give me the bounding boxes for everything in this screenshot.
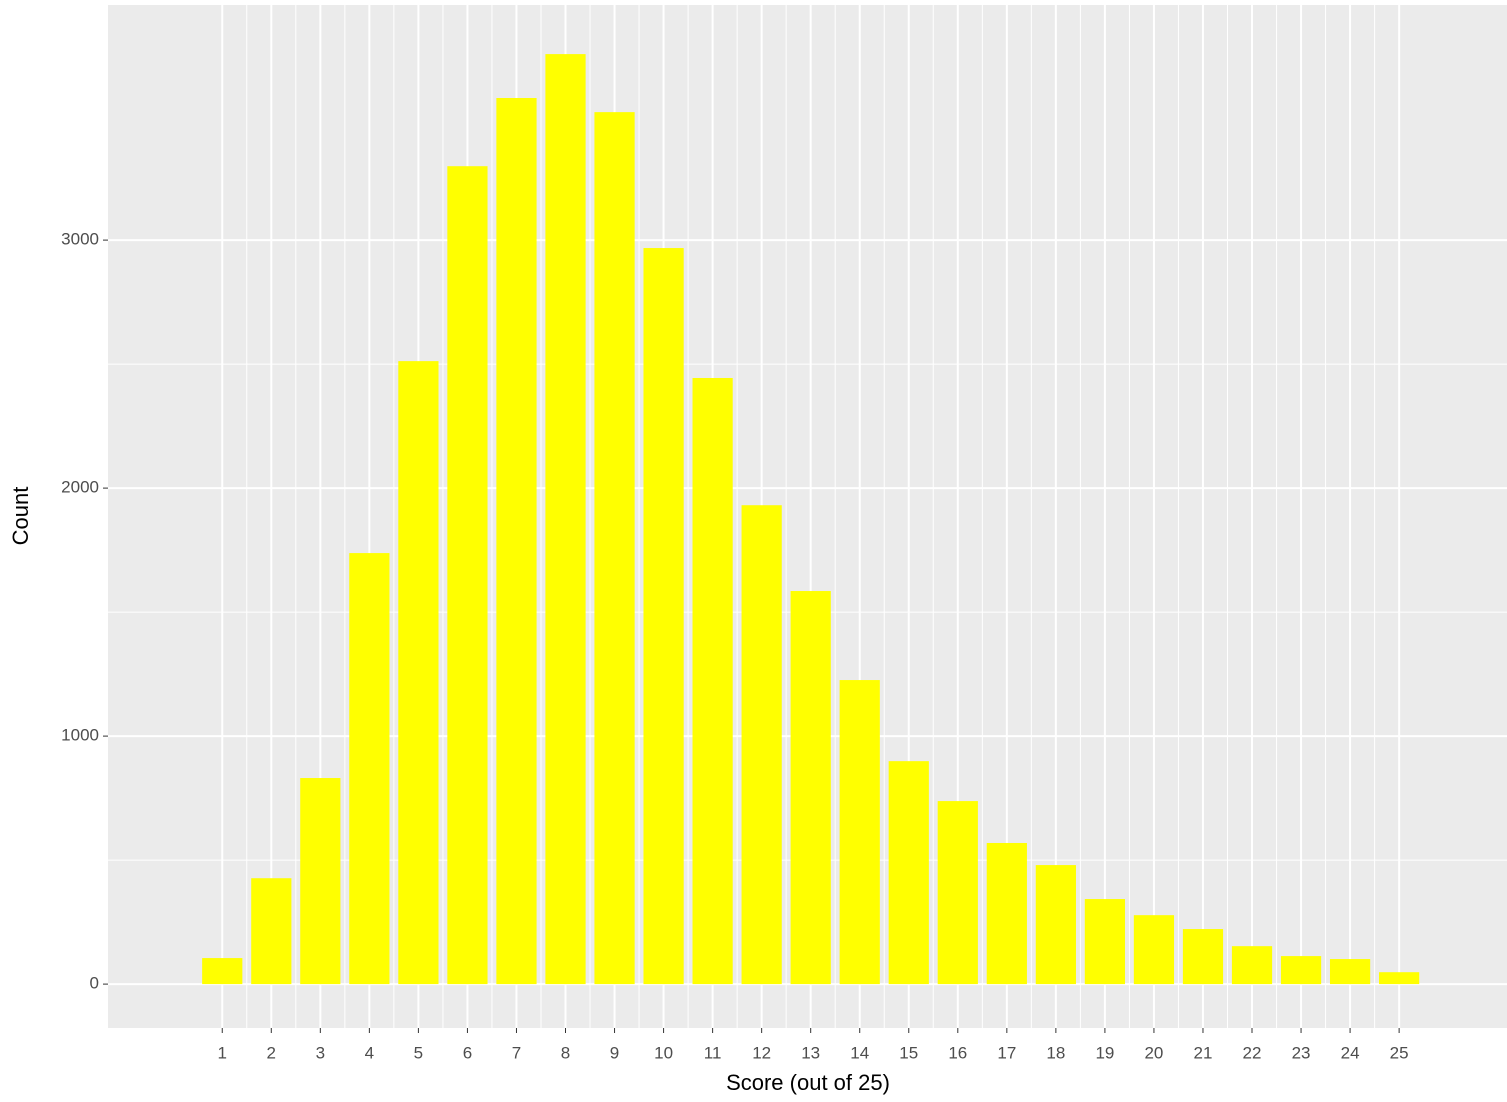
bar — [839, 680, 880, 985]
bar — [202, 958, 243, 985]
bar — [643, 248, 684, 985]
x-tick-label: 20 — [1144, 1043, 1163, 1062]
x-tick-label: 3 — [316, 1043, 325, 1062]
x-tick-label: 24 — [1341, 1043, 1360, 1062]
x-tick-label: 9 — [610, 1043, 619, 1062]
x-tick-label: 14 — [850, 1043, 869, 1062]
x-tick-label: 1 — [218, 1043, 227, 1062]
bar — [496, 98, 537, 985]
x-tick-label: 5 — [414, 1043, 423, 1062]
y-tick-label: 3000 — [61, 230, 99, 249]
x-tick-label: 16 — [948, 1043, 967, 1062]
bar — [888, 761, 929, 985]
bar — [349, 553, 390, 985]
x-tick-label: 13 — [801, 1043, 820, 1062]
bar — [790, 591, 831, 985]
bar — [1329, 959, 1371, 985]
x-tick-label: 19 — [1095, 1043, 1114, 1062]
bar — [447, 166, 488, 985]
bar — [251, 878, 292, 985]
x-tick-label: 4 — [365, 1043, 374, 1062]
bar — [1280, 956, 1322, 985]
y-tick-label: 1000 — [61, 726, 99, 745]
bar — [1379, 972, 1420, 985]
bar — [1182, 929, 1224, 985]
bar — [937, 801, 978, 985]
bar — [300, 778, 341, 985]
bar — [594, 112, 635, 985]
bar — [741, 505, 782, 985]
x-tick-label: 17 — [997, 1043, 1016, 1062]
bar — [1231, 946, 1273, 985]
x-tick-label: 8 — [561, 1043, 570, 1062]
x-tick-label: 25 — [1390, 1043, 1409, 1062]
x-tick-label: 11 — [704, 1043, 722, 1062]
y-axis-title: Count — [8, 487, 33, 546]
x-tick-label: 23 — [1292, 1043, 1311, 1062]
x-tick-label: 10 — [654, 1043, 673, 1062]
bar — [1084, 899, 1126, 985]
x-tick-label: 15 — [899, 1043, 918, 1062]
bar — [398, 361, 439, 985]
bar — [545, 54, 586, 985]
x-tick-label: 21 — [1194, 1043, 1213, 1062]
x-axis-title: Score (out of 25) — [726, 1070, 890, 1095]
bar — [986, 842, 1027, 985]
bar — [1133, 915, 1175, 985]
x-tick-label: 7 — [512, 1043, 521, 1062]
x-tick-label: 6 — [463, 1043, 472, 1062]
x-tick-label: 2 — [267, 1043, 276, 1062]
y-tick-label: 2000 — [61, 478, 99, 497]
bar — [692, 377, 733, 985]
x-tick-label: 12 — [752, 1043, 771, 1062]
x-tick-label: 22 — [1243, 1043, 1262, 1062]
bar — [1035, 865, 1076, 985]
x-tick-label: 18 — [1046, 1043, 1065, 1062]
y-tick-label: 0 — [90, 974, 99, 993]
